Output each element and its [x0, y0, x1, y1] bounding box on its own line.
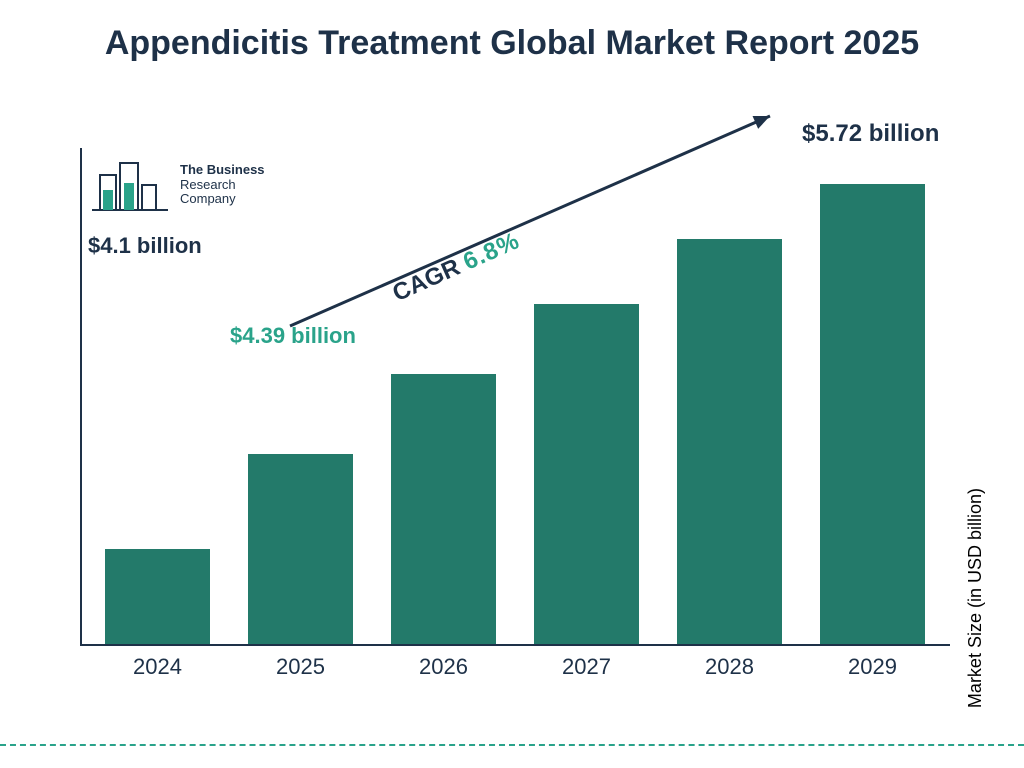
value-label-2024: $4.1 billion	[88, 233, 208, 258]
category-label: 2026	[381, 654, 506, 680]
trend-arrow	[80, 148, 950, 644]
category-label: 2029	[810, 654, 935, 680]
category-label: 2027	[524, 654, 649, 680]
value-label-2029: $5.72 billion	[802, 120, 982, 148]
x-axis	[80, 644, 950, 646]
chart-title: Appendicitis Treatment Global Market Rep…	[0, 24, 1024, 63]
chart-area: CAGR 6.8% Market Size (in USD billion) 2…	[80, 148, 950, 688]
category-label: 2028	[667, 654, 792, 680]
y-axis-label: Market Size (in USD billion)	[965, 488, 986, 708]
category-label: 2024	[95, 654, 220, 680]
value-label-2025: $4.39 billion	[230, 323, 360, 348]
page-root: Appendicitis Treatment Global Market Rep…	[0, 0, 1024, 768]
category-label: 2025	[238, 654, 363, 680]
footer-divider	[0, 744, 1024, 746]
